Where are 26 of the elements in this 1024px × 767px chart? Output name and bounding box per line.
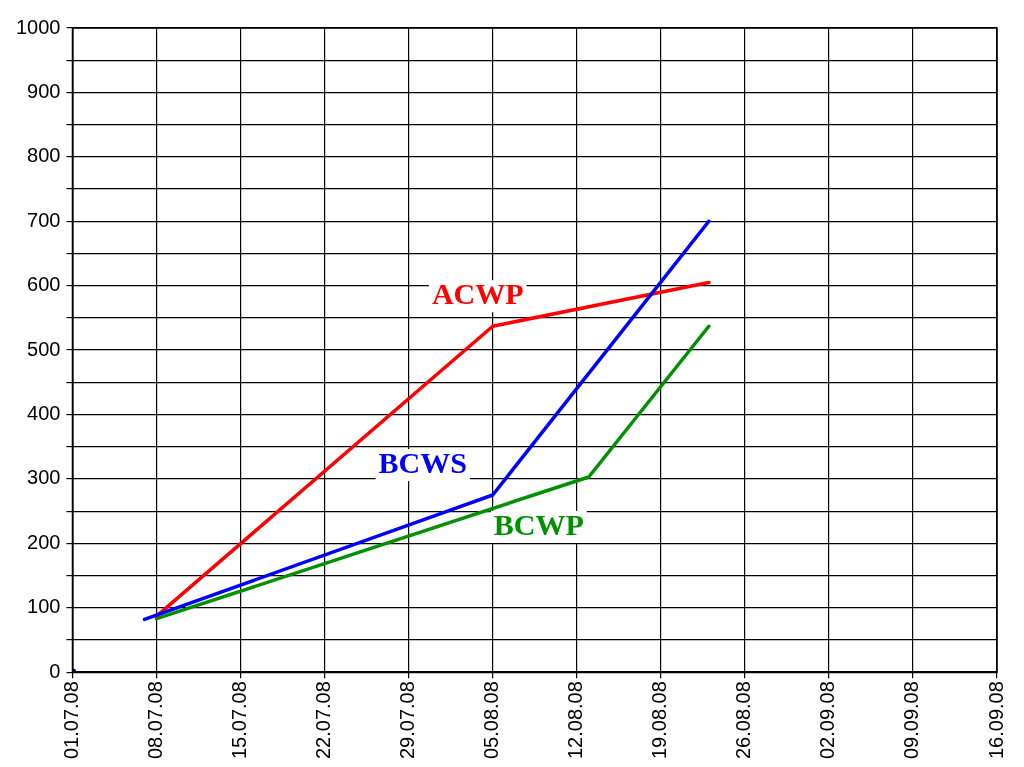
x-tick-label: 16.09.08 bbox=[984, 681, 1007, 760]
x-tick-label: 05.08.08 bbox=[480, 681, 503, 760]
x-tick-label: 12.08.08 bbox=[564, 681, 587, 760]
y-tick-label: 700 bbox=[27, 208, 61, 231]
x-tick-label: 01.07.08 bbox=[60, 681, 83, 760]
y-tick-label: 900 bbox=[27, 79, 61, 102]
x-tick-label: 15.07.08 bbox=[228, 681, 251, 760]
y-tick-label: 500 bbox=[27, 337, 61, 360]
y-tick-label: 400 bbox=[27, 402, 61, 424]
y-tick-label: 600 bbox=[27, 273, 61, 296]
series-label: ACWP bbox=[431, 276, 524, 310]
x-tick-label: 19.08.08 bbox=[648, 681, 671, 760]
x-tick-label: 08.07.08 bbox=[144, 681, 167, 760]
x-tick-label: 26.08.08 bbox=[732, 681, 755, 760]
y-tick-label: 800 bbox=[27, 144, 61, 167]
y-tick-label: 0 bbox=[49, 659, 61, 682]
x-tick-label: 09.09.08 bbox=[900, 681, 923, 760]
x-tick-label: 29.07.08 bbox=[396, 681, 419, 760]
x-tick-label: 22.07.08 bbox=[312, 681, 335, 760]
x-tick-label: 02.09.08 bbox=[816, 681, 839, 760]
y-tick-label: 200 bbox=[27, 530, 61, 553]
y-tick-label: 1000 bbox=[15, 15, 61, 38]
series-label: BCWS bbox=[378, 445, 467, 479]
y-tick-label: 100 bbox=[27, 595, 61, 618]
series-label: BCWP bbox=[493, 507, 584, 541]
y-tick-label: 300 bbox=[27, 466, 61, 489]
